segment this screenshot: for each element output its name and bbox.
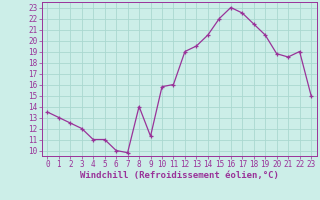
X-axis label: Windchill (Refroidissement éolien,°C): Windchill (Refroidissement éolien,°C) [80, 171, 279, 180]
